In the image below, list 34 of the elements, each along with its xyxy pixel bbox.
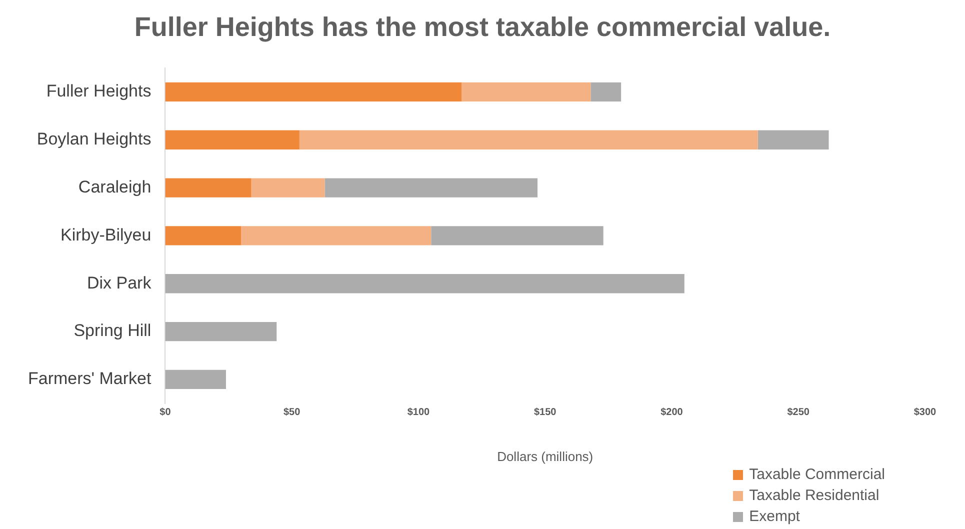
y-tick-label: Dix Park xyxy=(86,273,152,292)
legend-label: Taxable Commercial xyxy=(749,465,885,485)
x-tick-label: $250 xyxy=(787,407,810,418)
chart-title: Fuller Heights has the most taxable commercial value. xyxy=(133,12,832,43)
y-tick-label: Kirby-Bilyeu xyxy=(60,225,152,244)
y-tick-label: Fuller Heights xyxy=(46,82,152,101)
bar xyxy=(299,130,758,150)
y-tick-label: Farmers' Market xyxy=(28,369,152,388)
bar xyxy=(431,226,604,246)
x-tick-label: $150 xyxy=(534,407,557,418)
bar xyxy=(324,178,538,198)
x-tick-label: $300 xyxy=(914,407,937,418)
bar xyxy=(241,226,432,246)
y-tick-label: Boylan Heights xyxy=(36,130,152,149)
bar xyxy=(251,178,325,198)
legend-label: Taxable Residential xyxy=(749,486,880,506)
x-tick-label: $0 xyxy=(160,407,172,418)
x-tick-label: $50 xyxy=(283,407,301,418)
bar xyxy=(165,226,242,246)
x-tick-label: $200 xyxy=(660,407,684,418)
y-tick-label: Caraleigh xyxy=(78,177,152,196)
bar xyxy=(462,82,591,102)
bar xyxy=(165,130,300,150)
y-tick-label: Spring Hill xyxy=(74,321,152,340)
bar xyxy=(165,178,252,198)
legend-label: Exempt xyxy=(749,507,800,527)
bar xyxy=(165,82,462,102)
bar xyxy=(758,130,829,150)
x-axis-title: Dollars (millions) xyxy=(497,448,594,464)
bar xyxy=(590,82,622,102)
x-tick-label: $100 xyxy=(407,407,430,418)
bar xyxy=(165,274,684,294)
bar xyxy=(165,322,277,342)
bar xyxy=(165,370,226,390)
